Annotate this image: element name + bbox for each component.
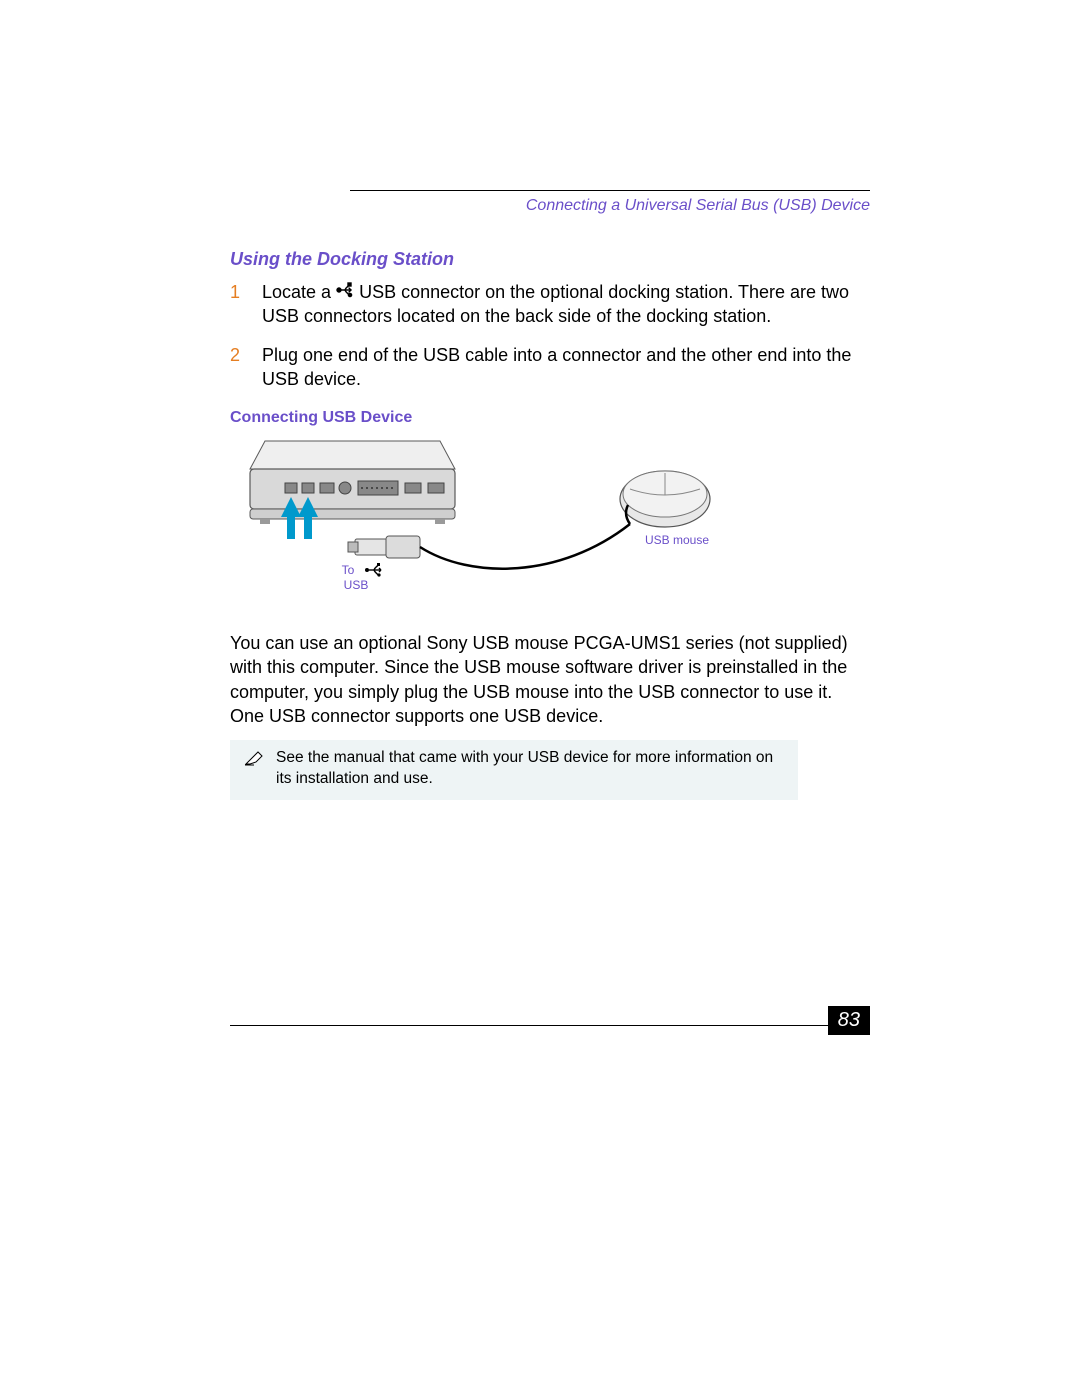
step-text: Plug one end of the USB cable into a con… <box>262 343 870 392</box>
section-title: Using the Docking Station <box>230 249 870 270</box>
svg-text:USB mouse: USB mouse <box>645 533 709 547</box>
step-text-before: Locate a <box>262 282 336 302</box>
svg-text:To: To <box>342 563 355 577</box>
page-number: 83 <box>828 1006 870 1035</box>
svg-text:USB: USB <box>344 578 369 592</box>
step-number: 1 <box>230 280 244 329</box>
note-box: See the manual that came with your USB d… <box>230 740 798 800</box>
step-text: Locate a USB connector on the optiona <box>262 280 870 329</box>
body-paragraph: You can use an optional Sony USB mouse P… <box>230 631 870 728</box>
step-1: 1 Locate a USB connect <box>230 280 870 329</box>
usb-trident-icon <box>336 282 359 302</box>
step-2: 2 Plug one end of the USB cable into a c… <box>230 343 870 392</box>
bottom-rule <box>230 1025 870 1026</box>
usb-connection-diagram: USB mouse ToUSB <box>230 439 790 609</box>
note-pen-icon <box>244 750 266 773</box>
page-content: Connecting a Universal Serial Bus (USB) … <box>230 190 870 800</box>
running-header: Connecting a Universal Serial Bus (USB) … <box>230 197 870 215</box>
step-number: 2 <box>230 343 244 392</box>
figure-caption: Connecting USB Device <box>230 409 870 427</box>
steps-list: 1 Locate a USB connect <box>230 280 870 391</box>
top-rule <box>350 190 870 191</box>
note-text: See the manual that came with your USB d… <box>276 748 784 790</box>
